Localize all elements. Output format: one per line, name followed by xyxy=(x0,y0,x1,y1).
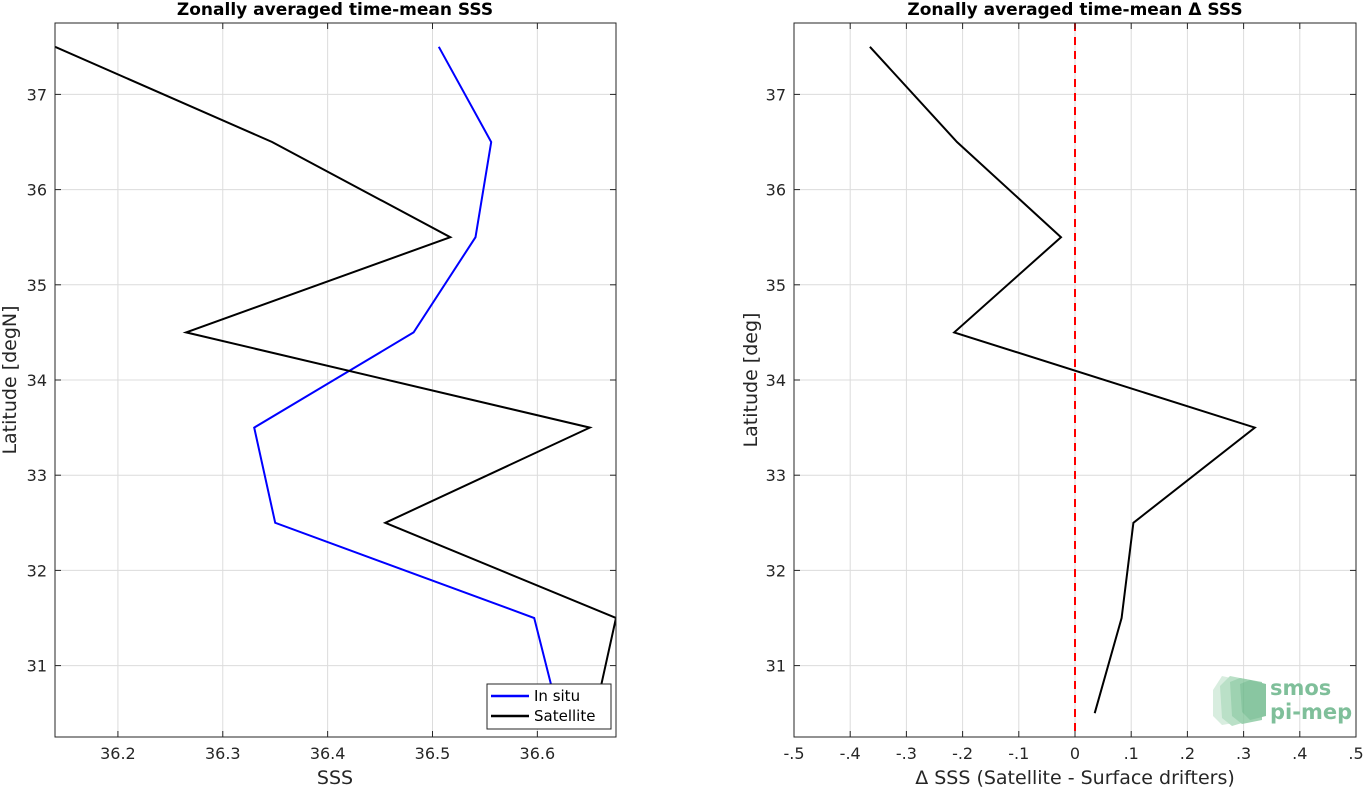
y-tick-label: 32 xyxy=(766,561,786,580)
y-tick-label: 35 xyxy=(766,276,786,295)
x-tick-label: 0 xyxy=(1070,744,1080,763)
legend: In situ Satellite xyxy=(486,683,612,730)
x-tick-label: 36.6 xyxy=(520,744,556,763)
x-tick-label: 36.3 xyxy=(205,744,241,763)
right-chart-title: Zonally averaged time-mean Δ SSS xyxy=(907,0,1242,20)
y-tick-label: 32 xyxy=(27,561,47,580)
left-ticks: 36.2 36.3 36.4 36.5 36.6 31 32 33 34 35 36 37 xyxy=(27,23,616,763)
right-chart-panel: -.5 -.4 -.3 -.2 -.1 0 .1 .2 .3 .4 .5 31 32 33 34 35 36 37… xyxy=(740,0,1364,789)
satellite-series-line xyxy=(55,45,616,714)
x-tick-label: .5 xyxy=(1348,744,1363,763)
y-tick-label: 31 xyxy=(766,657,786,676)
y-tick-label: 36 xyxy=(766,181,786,200)
legend-box xyxy=(486,683,612,730)
right-y-axis-label: Latitude [deg] xyxy=(740,313,762,448)
x-tick-label: .1 xyxy=(1124,744,1139,763)
y-tick-label: 34 xyxy=(27,371,47,390)
logo-text-smos: smos xyxy=(1270,676,1331,700)
y-tick-label: 37 xyxy=(27,85,47,104)
left-grid xyxy=(55,23,616,737)
y-tick-label: 31 xyxy=(27,657,47,676)
y-tick-label: 35 xyxy=(27,276,47,295)
y-tick-label: 33 xyxy=(27,466,47,485)
x-tick-label: .4 xyxy=(1292,744,1307,763)
x-tick-label: -.3 xyxy=(896,744,917,763)
right-series-group xyxy=(869,23,1257,737)
y-tick-label: 37 xyxy=(766,85,786,104)
x-tick-label: -.5 xyxy=(783,744,804,763)
smos-pi-mep-logo: smos pi-mep xyxy=(1213,676,1352,726)
y-tick-label: 34 xyxy=(766,371,786,390)
x-tick-label: 36.2 xyxy=(100,744,136,763)
legend-in-situ-label: In situ xyxy=(534,687,580,705)
x-tick-label: .3 xyxy=(1236,744,1251,763)
in-situ-series-line xyxy=(253,46,560,714)
right-ticks: -.5 -.4 -.3 -.2 -.1 0 .1 .2 .3 .4 .5 31 32 33 34 35 36 37 xyxy=(766,23,1364,763)
left-series-group xyxy=(55,45,616,714)
left-chart-panel: 36.2 36.3 36.4 36.5 36.6 31 32 33 34 35 36 37 Zonal… xyxy=(0,0,617,789)
x-tick-label: -.4 xyxy=(840,744,861,763)
legend-satellite-label: Satellite xyxy=(534,707,595,725)
x-tick-label: 36.5 xyxy=(415,744,451,763)
x-tick-label: -.1 xyxy=(1008,744,1029,763)
left-x-axis-label: SSS xyxy=(317,767,353,789)
y-tick-label: 33 xyxy=(766,466,786,485)
x-tick-label: -.2 xyxy=(952,744,973,763)
delta-sss-series-line xyxy=(869,46,1257,714)
logo-mark xyxy=(1213,676,1266,726)
x-tick-label: 36.4 xyxy=(310,744,346,763)
x-tick-label: .2 xyxy=(1180,744,1195,763)
right-x-axis-label: Δ SSS (Satellite - Surface drifters) xyxy=(915,767,1235,789)
left-chart-title: Zonally averaged time-mean SSS xyxy=(177,0,493,20)
logo-text-pi-mep: pi-mep xyxy=(1270,700,1352,724)
left-y-axis-label: Latitude [degN] xyxy=(0,305,21,454)
y-tick-label: 36 xyxy=(27,181,47,200)
